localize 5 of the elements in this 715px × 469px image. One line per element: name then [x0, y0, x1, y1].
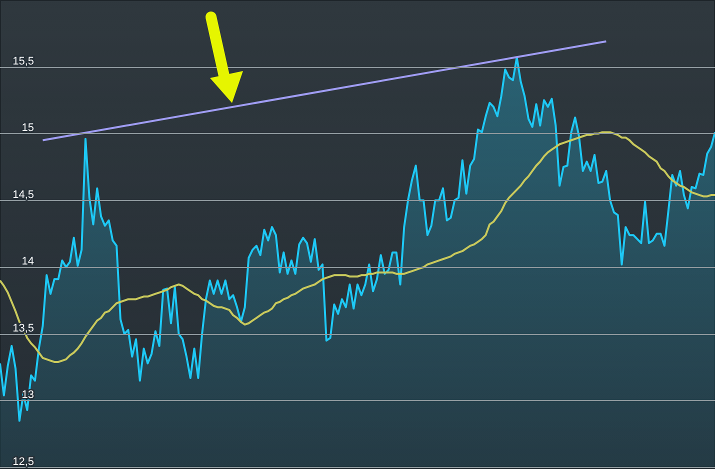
y-tick-label: 14,5 [12, 188, 34, 201]
y-tick-label: 12,5 [12, 456, 34, 468]
y-tick-label: 15 [22, 122, 34, 134]
y-tick-label: 14 [22, 256, 34, 268]
y-tick-label: 15,5 [12, 55, 34, 68]
